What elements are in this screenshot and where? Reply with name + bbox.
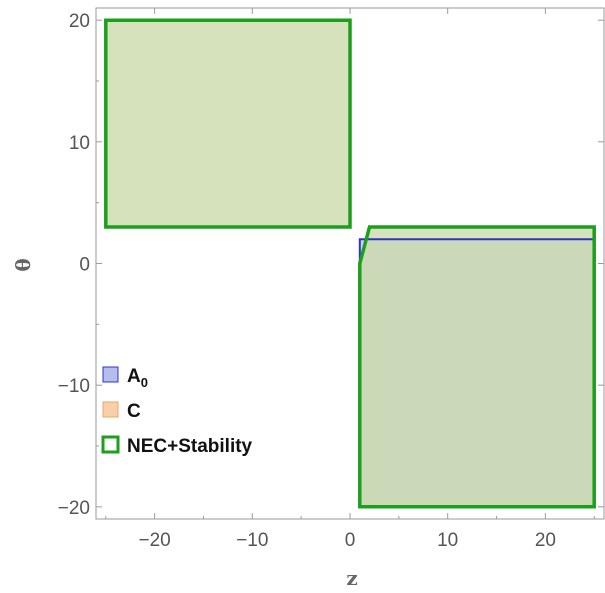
region-fill-2-1	[359, 227, 595, 507]
region-fill-2-0	[105, 20, 350, 228]
x-tick-label: −10	[236, 530, 268, 551]
y-axis-title: θ	[11, 258, 35, 271]
y-tick-label: −20	[58, 498, 90, 519]
y-tick-label: −10	[58, 376, 90, 397]
region-outline-2-0	[104, 18, 352, 229]
legend-label: C	[127, 401, 141, 422]
y-tick-label: 20	[69, 11, 90, 32]
x-tick-label: −20	[138, 530, 170, 551]
y-axis-ticks: −20 −10 0 10 20	[58, 11, 604, 519]
legend-swatch	[102, 366, 119, 383]
legend-label: A0	[127, 366, 148, 390]
legend-label: NEC+Stability	[127, 436, 253, 457]
legend-swatch	[102, 401, 119, 418]
legend-label-subscript: 0	[141, 375, 148, 390]
plot-regions	[104, 18, 596, 509]
y-tick-label: 10	[69, 133, 90, 154]
x-axis-ticks: −20 −10 0 10 20	[105, 8, 595, 551]
x-tick-label: 20	[535, 530, 556, 551]
x-axis-title: z	[346, 566, 357, 590]
region-outline-2-1	[358, 225, 596, 509]
x-tick-label: 0	[345, 530, 356, 551]
x-tick-label: 10	[437, 530, 458, 551]
legend: A0 C NEC+Stability	[101, 366, 253, 457]
y-tick-label: 0	[79, 255, 90, 276]
legend-swatch	[101, 435, 120, 454]
